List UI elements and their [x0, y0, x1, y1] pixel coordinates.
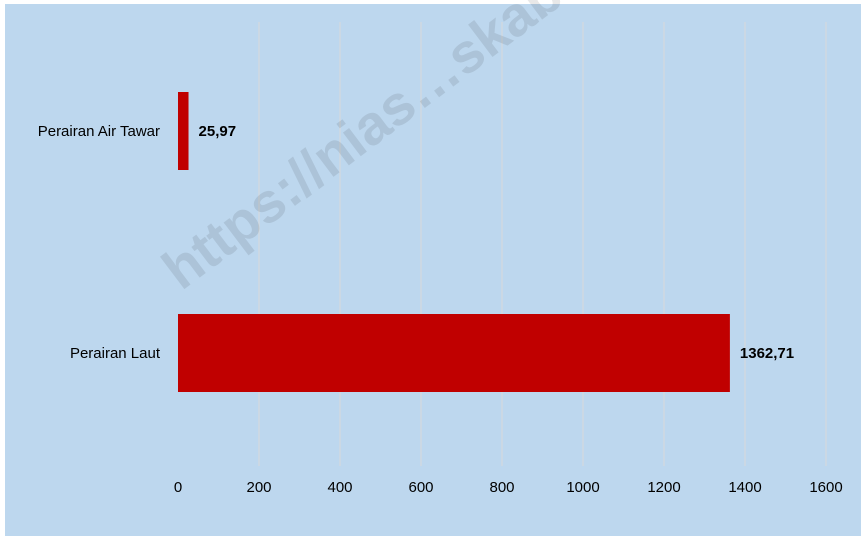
x-tick-label-400: 400	[327, 479, 352, 496]
bars	[178, 92, 730, 392]
category-label-1: Perairan Laut	[70, 345, 161, 362]
x-tick-label-1400: 1400	[728, 479, 761, 496]
data-label-1: 1362,71	[740, 345, 794, 362]
category-label-0: Perairan Air Tawar	[38, 123, 160, 140]
x-tick-label-1200: 1200	[647, 479, 680, 496]
x-tick-labels: 0 200 400 600 800 1000 1200 1400 1600	[174, 479, 843, 496]
bar-0	[178, 92, 189, 170]
x-tick-label-1000: 1000	[566, 479, 599, 496]
x-tick-label-1600: 1600	[809, 479, 842, 496]
category-labels: Perairan Air Tawar Perairan Laut	[38, 123, 161, 362]
x-tick-label-800: 800	[489, 479, 514, 496]
x-tick-label-0: 0	[174, 479, 182, 496]
plot-background	[5, 4, 861, 536]
x-tick-label-600: 600	[408, 479, 433, 496]
bar-1	[178, 314, 730, 392]
gridlines	[258, 22, 827, 466]
data-labels: 25,97 1362,71	[199, 123, 795, 362]
x-tick-label-200: 200	[246, 479, 271, 496]
data-label-0: 25,97	[199, 123, 237, 140]
